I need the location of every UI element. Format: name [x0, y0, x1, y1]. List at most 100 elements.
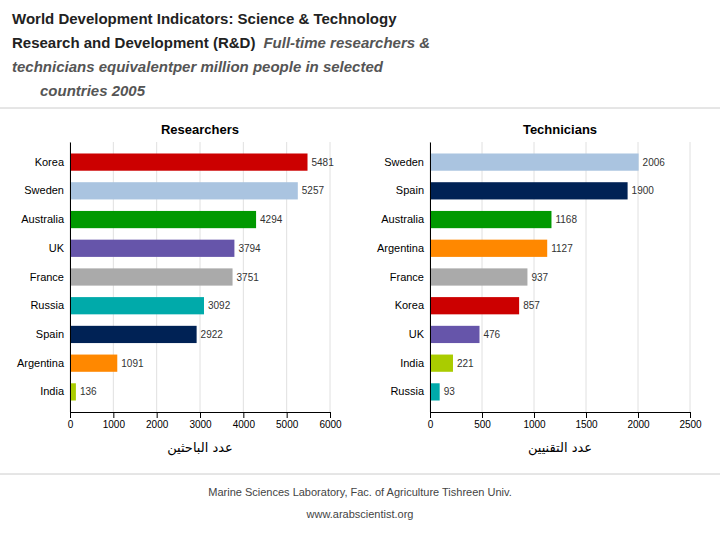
tick: 0 [428, 412, 434, 430]
chart-title: Researchers [161, 122, 239, 137]
bar [70, 182, 298, 199]
tick: Argentina [377, 242, 430, 254]
tick-label: Spain [396, 184, 424, 196]
tick-label: 4000 [233, 419, 256, 430]
tick-label: UK [49, 242, 65, 254]
tick: 5000 [276, 412, 299, 430]
tick-label: France [390, 271, 424, 283]
axis-domain [70, 143, 71, 413]
tick: India [400, 357, 430, 369]
tick-label: Korea [35, 156, 65, 168]
bar [70, 297, 204, 314]
grid [430, 142, 690, 412]
footer-text: www.arabscientist.org [306, 508, 414, 520]
bar [430, 268, 527, 285]
tick: 1500 [575, 412, 598, 430]
tick-label: India [40, 385, 65, 397]
tick: Korea [35, 156, 70, 168]
tick-label: 1000 [523, 419, 546, 430]
tick-label: UK [409, 328, 425, 340]
tick-label: 1000 [103, 419, 126, 430]
bars [70, 153, 308, 400]
axis-domain [431, 413, 691, 419]
tick-label: 5000 [276, 419, 299, 430]
bar [70, 268, 233, 285]
tick-mark [534, 412, 535, 418]
tick-label: 0 [68, 419, 74, 430]
tick-label: Spain [36, 328, 64, 340]
tick-label: Sweden [384, 156, 424, 168]
bar-chart: 0100020003000400050006000KoreaSwedenAust… [17, 122, 342, 456]
tick: 6000 [319, 412, 342, 430]
bars [430, 153, 639, 400]
tick-mark [690, 412, 691, 418]
data-label: 3794 [238, 243, 261, 254]
tick-mark [287, 412, 288, 418]
grid-line [430, 142, 431, 412]
tick-mark [430, 412, 431, 418]
bar [430, 383, 440, 400]
bar [70, 240, 234, 257]
tick: UK [409, 328, 430, 340]
tick: Sweden [384, 156, 430, 168]
tick-label: 0 [428, 419, 434, 430]
data-label: 3092 [208, 300, 231, 311]
axis-domain [430, 143, 431, 413]
x-axis-title: عدد التقنيين [528, 440, 592, 456]
bar [430, 326, 480, 343]
tick-label: 1500 [575, 419, 598, 430]
tick-mark [200, 412, 201, 418]
subtitle: technicians equivalentper million people… [12, 58, 384, 75]
grid-line [690, 142, 691, 412]
tick-label: 2000 [146, 419, 169, 430]
tick: 2000 [627, 412, 650, 430]
footer-rule [0, 474, 720, 475]
data-label: 2922 [201, 329, 224, 340]
bar [70, 355, 117, 372]
tick: 500 [474, 412, 491, 430]
data-label: 5481 [312, 157, 335, 168]
tick-label: Sweden [24, 184, 64, 196]
bar [70, 326, 197, 343]
tick-label: Russia [390, 385, 425, 397]
tick: 2500 [679, 412, 702, 430]
tick: Argentina [17, 357, 70, 369]
footer-text: Marine Sciences Laboratory, Fac. of Agri… [208, 486, 511, 498]
y-axis: Sweden Spain Australia Argentina France Korea… [377, 143, 431, 413]
tick: 1000 [523, 412, 546, 430]
tick: Australia [21, 213, 70, 225]
tick: Spain [36, 328, 70, 340]
bar [430, 355, 453, 372]
tick-label: Australia [21, 213, 65, 225]
data-label: 5257 [302, 185, 325, 196]
tick-label: India [400, 357, 425, 369]
subtitle: Research and Development (R&D) [12, 34, 255, 51]
tick-mark [113, 412, 114, 418]
tick: 4000 [233, 412, 256, 430]
data-label: 221 [457, 358, 474, 369]
x-axis: 0100020003000400050006000 [68, 412, 342, 430]
page-title: World Development Indicators: Science & … [12, 10, 397, 27]
bar-chart: 0 500 1000 1500 2000 2500 Sweden Spain Australia… [377, 122, 702, 456]
chart-page: World Development Indicators: Science & … [0, 0, 720, 540]
data-label: 136 [80, 386, 97, 397]
tick-label: Korea [395, 299, 425, 311]
data-label: 2006 [643, 157, 666, 168]
bar [430, 211, 551, 228]
bar [70, 153, 308, 170]
tick-label: Australia [381, 213, 425, 225]
tick: 2000 [146, 412, 169, 430]
header-rule [0, 108, 720, 109]
data-label: 93 [444, 386, 456, 397]
grid-line [330, 142, 331, 412]
axis-domain [71, 413, 331, 419]
data-labels: 200619001168112793785747622193 [444, 157, 666, 398]
tick-label: 2500 [679, 419, 702, 430]
tick-label: 500 [474, 419, 491, 430]
tick-mark [482, 412, 483, 418]
subtitle: countries 2005 [40, 82, 146, 99]
x-axis-title: عدد الباحثين [167, 440, 233, 456]
data-label: 1168 [555, 214, 577, 225]
tick-label: 6000 [319, 419, 342, 430]
bar [430, 297, 519, 314]
